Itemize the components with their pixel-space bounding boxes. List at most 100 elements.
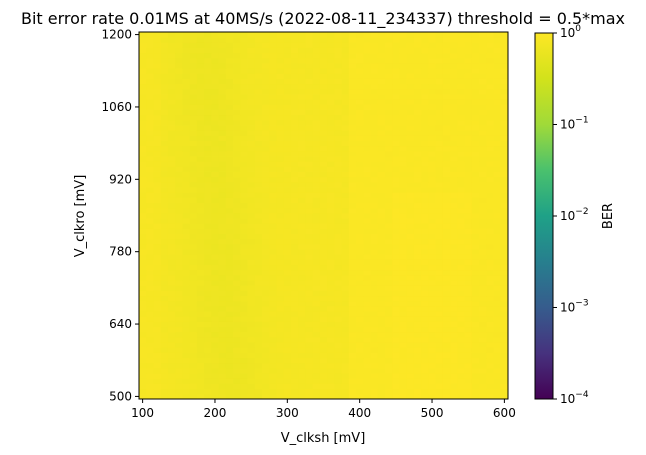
heatmap-cell: [428, 378, 437, 384]
heatmap-cell: [182, 150, 191, 157]
heatmap-cell: [269, 388, 277, 395]
heatmap-cell: [218, 259, 227, 266]
heatmap-cell: [399, 367, 408, 374]
heatmap-cell: [160, 254, 169, 260]
heatmap-cell: [377, 187, 386, 193]
heatmap-cell: [399, 316, 408, 322]
heatmap-cell: [464, 119, 473, 126]
heatmap-cell: [182, 78, 191, 85]
heatmap-cell: [189, 357, 198, 364]
heatmap-cell: [312, 68, 321, 74]
heatmap-cell: [153, 347, 162, 353]
heatmap-cell: [283, 249, 292, 255]
heatmap-cell: [146, 135, 154, 141]
heatmap-cell: [421, 388, 429, 395]
heatmap-cell: [413, 362, 422, 369]
heatmap-cell: [385, 378, 393, 384]
heatmap-cell: [327, 145, 335, 152]
heatmap-cell: [290, 336, 299, 343]
heatmap-cell: [413, 388, 422, 395]
heatmap-cell: [319, 207, 328, 214]
heatmap-cell: [377, 269, 386, 276]
heatmap-cell: [233, 197, 241, 203]
heatmap-cell: [392, 357, 400, 364]
heatmap-cell: [139, 47, 147, 54]
heatmap-cell: [160, 383, 169, 390]
heatmap-cell: [247, 68, 256, 74]
heatmap-cell: [189, 176, 198, 183]
heatmap-cell: [341, 295, 350, 302]
heatmap-cell: [356, 161, 364, 167]
heatmap-cell: [175, 176, 183, 183]
heatmap-cell: [182, 326, 191, 333]
heatmap-cell: [486, 187, 494, 193]
heatmap-cell: [167, 135, 176, 141]
heatmap-cell: [334, 352, 342, 359]
heatmap-cell: [146, 388, 154, 395]
heatmap-cell: [182, 181, 191, 188]
heatmap-cell: [399, 187, 408, 193]
heatmap-cell: [327, 197, 335, 203]
heatmap-cell: [160, 114, 169, 121]
heatmap-cell: [240, 228, 248, 234]
heatmap-cell: [464, 42, 473, 48]
heatmap-cell: [146, 223, 154, 229]
heatmap-cell: [500, 156, 509, 162]
heatmap-cell: [450, 78, 458, 85]
heatmap-cell: [269, 114, 277, 121]
heatmap-cell: [189, 63, 198, 69]
heatmap-cell: [435, 32, 444, 38]
heatmap-cell: [298, 285, 306, 291]
heatmap-cell: [269, 119, 277, 126]
heatmap-cell: [428, 295, 437, 302]
heatmap-cell: [435, 331, 444, 338]
heatmap-cell: [262, 352, 270, 359]
heatmap-cell: [327, 295, 335, 302]
heatmap-cell: [450, 373, 458, 379]
heatmap-cell: [486, 161, 494, 167]
heatmap-cell: [160, 37, 169, 43]
heatmap-cell: [385, 243, 393, 250]
heatmap-cell: [385, 166, 393, 172]
heatmap-cell: [356, 290, 364, 297]
heatmap-cell: [262, 305, 270, 312]
heatmap-cell: [189, 68, 198, 74]
heatmap-cell: [356, 32, 364, 38]
heatmap-cell: [356, 280, 364, 286]
heatmap-cell: [262, 119, 270, 126]
heatmap-cell: [153, 109, 162, 116]
heatmap-cell: [240, 42, 248, 48]
heatmap-cell: [356, 202, 364, 209]
heatmap-cell: [334, 243, 342, 250]
heatmap-cell: [233, 119, 241, 126]
heatmap-cell: [189, 393, 198, 400]
heatmap-cell: [225, 57, 234, 64]
heatmap-cell: [399, 207, 408, 214]
heatmap-cell: [319, 171, 328, 178]
heatmap-cell: [298, 161, 306, 167]
heatmap-cell: [240, 285, 248, 291]
heatmap-cell: [153, 383, 162, 390]
heatmap-cell: [341, 150, 350, 157]
heatmap-cell: [319, 135, 328, 141]
heatmap-cell: [240, 119, 248, 126]
heatmap-cell: [356, 269, 364, 276]
x-tick-label: 100: [131, 406, 154, 420]
heatmap-cell: [139, 223, 147, 229]
heatmap-cell: [385, 181, 393, 188]
heatmap-cell: [262, 109, 270, 116]
heatmap-cell: [276, 383, 285, 390]
heatmap-cell: [218, 119, 227, 126]
heatmap-cell: [233, 243, 241, 250]
heatmap-cell: [421, 269, 429, 276]
heatmap-cell: [450, 181, 458, 188]
heatmap-cell: [283, 373, 292, 379]
heatmap-cell: [305, 269, 314, 276]
heatmap-cell: [298, 166, 306, 172]
heatmap-cell: [153, 249, 162, 255]
heatmap-cell: [413, 73, 422, 79]
heatmap-cell: [479, 362, 487, 369]
heatmap-cell: [370, 249, 379, 255]
heatmap-cell: [211, 42, 219, 48]
heatmap-cell: [312, 125, 321, 131]
